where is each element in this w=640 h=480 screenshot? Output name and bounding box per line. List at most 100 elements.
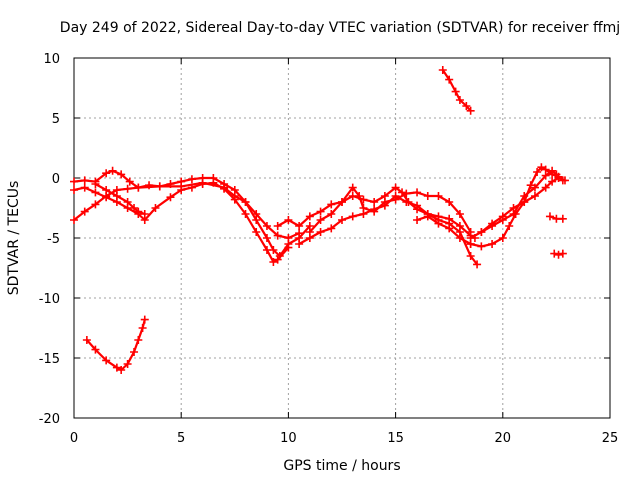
series-arc-6 (295, 192, 482, 269)
data-point (526, 181, 535, 190)
data-point (316, 207, 325, 216)
data-point (220, 184, 229, 193)
data-point (552, 170, 561, 179)
data-point (455, 96, 464, 104)
data-point (123, 198, 132, 206)
data-point (530, 183, 539, 192)
x-tick-label: 0 (70, 431, 78, 446)
data-point (112, 363, 121, 372)
data-point (348, 183, 357, 192)
series-arc-3 (70, 178, 293, 266)
x-tick-label: 10 (280, 431, 297, 446)
data-point (241, 198, 250, 206)
data-point (498, 216, 507, 224)
x-tick-label: 20 (495, 431, 512, 446)
data-point (550, 249, 559, 258)
data-point (466, 252, 475, 260)
data-point (295, 229, 304, 238)
data-point (151, 204, 160, 212)
data-point (327, 210, 336, 218)
data-point (230, 195, 239, 204)
data-point (102, 356, 111, 365)
data-point (273, 231, 282, 240)
data-point (102, 169, 111, 178)
data-point (140, 315, 149, 324)
data-point (70, 216, 78, 224)
data-point (252, 228, 261, 236)
data-point (91, 180, 100, 188)
data-point (134, 336, 143, 344)
data-point (262, 246, 271, 254)
series-arc-2 (70, 166, 304, 242)
data-point (423, 212, 432, 221)
data-point (402, 189, 411, 198)
data-point (252, 210, 261, 218)
data-point (434, 219, 443, 228)
data-point (273, 222, 282, 230)
gridlines (74, 58, 610, 418)
data-point (488, 222, 497, 230)
data-point (509, 210, 518, 218)
data-point (80, 183, 89, 192)
data-point (402, 198, 411, 206)
data-point (488, 240, 497, 248)
data-point (117, 170, 126, 179)
data-point (338, 216, 346, 224)
data-point (380, 198, 389, 206)
data-point (560, 176, 569, 185)
y-tick-label: 0 (52, 172, 60, 187)
series-arc-10 (438, 66, 475, 115)
series-arc-8 (413, 212, 475, 248)
data-point (541, 171, 550, 180)
data-point (198, 180, 207, 188)
data-point (209, 178, 218, 187)
data-point (102, 186, 111, 194)
data-point (413, 201, 422, 210)
x-tick-label: 5 (177, 431, 185, 446)
data-point (284, 234, 293, 242)
data-point (445, 224, 454, 233)
data-point (445, 198, 454, 206)
data-point (498, 234, 507, 242)
data-point (355, 192, 364, 200)
data-point (423, 192, 432, 200)
data-point (91, 200, 100, 209)
data-point (445, 75, 454, 84)
data-point (295, 222, 304, 230)
data-point (125, 177, 134, 186)
data-point (102, 193, 111, 202)
series-arc-14 (545, 212, 567, 223)
data-point (80, 207, 89, 216)
data-point (112, 192, 121, 200)
data-point (558, 214, 567, 223)
data-point (466, 234, 475, 242)
data-point (130, 204, 139, 212)
data-point (316, 216, 325, 224)
x-tick-labels: 0 5 10 15 20 25 (70, 431, 618, 446)
x-axis-label: GPS time / hours (283, 458, 400, 474)
plot-frame (73, 57, 611, 419)
data-point (327, 200, 336, 209)
data-point (273, 255, 282, 264)
data-point (262, 234, 271, 242)
data-point (91, 188, 100, 197)
data-point (533, 168, 542, 176)
y-tick-label: 10 (43, 52, 60, 67)
x-tick-label: 15 (387, 431, 404, 446)
series-arc-9 (82, 315, 149, 374)
series-line (85, 318, 146, 372)
data-point (370, 198, 379, 206)
data-point (327, 224, 336, 233)
data-point (554, 250, 563, 259)
data-point (187, 175, 196, 184)
series-arc-13 (477, 166, 561, 236)
data-point (134, 183, 143, 192)
y-tick-label: -5 (47, 232, 60, 247)
data-point (413, 216, 422, 224)
data-point (348, 212, 357, 221)
y-tick-label: -20 (39, 412, 60, 427)
x-tick-label: 25 (602, 431, 619, 446)
data-point (295, 240, 304, 248)
series-line (72, 169, 301, 240)
data-point (545, 212, 554, 221)
